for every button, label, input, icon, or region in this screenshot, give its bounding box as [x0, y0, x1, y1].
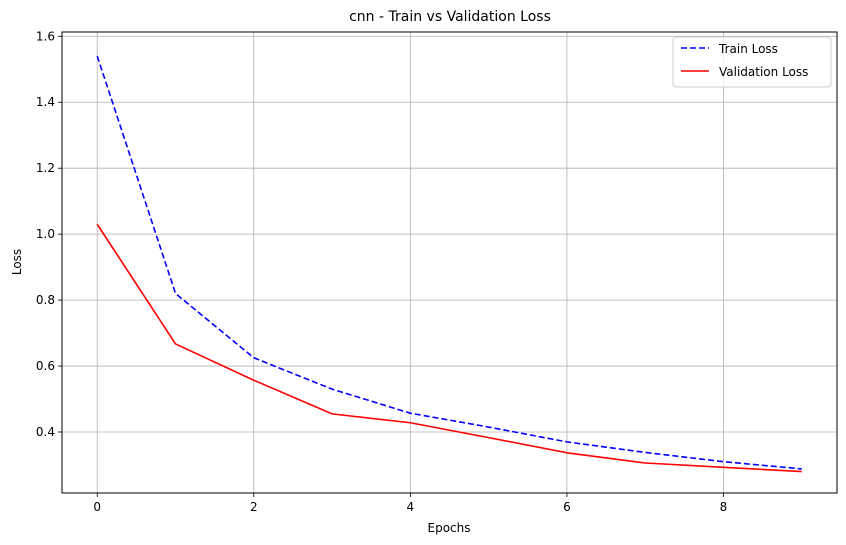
legend-label-validation-loss: Validation Loss: [719, 65, 808, 79]
x-tick-label: 8: [720, 500, 728, 514]
legend: Train Loss Validation Loss: [672, 36, 832, 88]
y-tick-label: 0.8: [36, 293, 55, 307]
legend-label-train-loss: Train Loss: [718, 42, 778, 56]
series-lines: [96, 55, 802, 473]
y-axis-ticks: 0.4 0.6 0.8 1.0 1.2 1.4 1.6: [36, 29, 62, 439]
x-tick-label: 4: [407, 500, 415, 514]
series-line-validation-loss: [96, 223, 802, 473]
x-tick-label: 0: [93, 500, 101, 514]
x-tick-label: 6: [563, 500, 571, 514]
y-tick-label: 1.6: [36, 29, 55, 43]
chart-title: cnn - Train vs Validation Loss: [349, 9, 551, 25]
y-tick-label: 0.6: [36, 359, 55, 373]
legend-box: [672, 36, 832, 88]
x-tick-label: 2: [250, 500, 258, 514]
grid: [62, 32, 837, 493]
plot-frame: [61, 31, 838, 494]
y-axis-label: Loss: [10, 249, 24, 275]
y-tick-label: 0.4: [36, 425, 55, 439]
series-line-train-loss: [96, 55, 802, 470]
x-axis-ticks: 0 2 4 6 8: [93, 493, 727, 514]
x-axis-label: Epochs: [428, 521, 471, 535]
y-tick-label: 1.4: [36, 95, 55, 109]
y-tick-label: 1.0: [36, 227, 55, 241]
y-tick-label: 1.2: [36, 161, 55, 175]
